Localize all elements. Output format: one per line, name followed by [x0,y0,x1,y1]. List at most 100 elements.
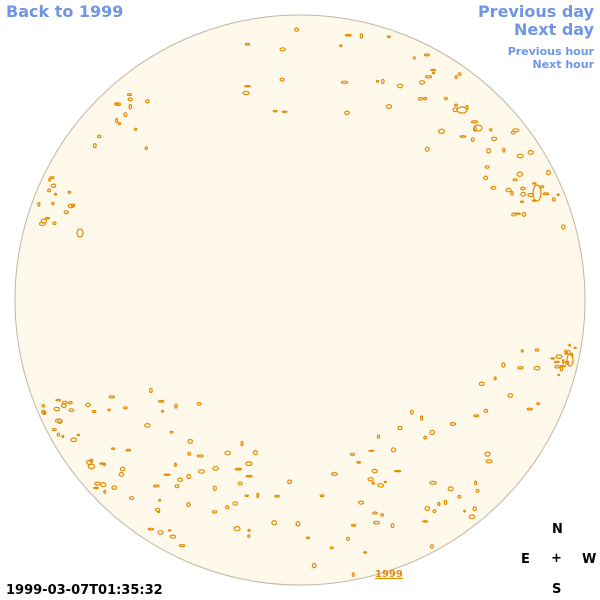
contour-speck [383,480,388,484]
contour-speck [37,202,41,207]
contour-speck [54,418,62,424]
contour-speck [409,409,414,415]
contour-speck [294,27,300,32]
contour-speck [493,376,497,381]
contour-speck [554,364,561,369]
contour-speck [536,402,540,406]
contour-speck [92,486,99,490]
contour-speck [555,354,563,359]
contour-speck [48,177,51,182]
contour-speck [385,104,393,110]
contour-speck [422,520,429,523]
contour-speck [125,448,132,452]
contour-speck [568,343,571,347]
contour-speck [148,387,153,394]
previous-hour-link[interactable]: Previous hour [507,45,594,58]
contour-speck [99,462,106,465]
contour-speck [376,434,381,439]
contour-speck [233,526,241,532]
contour-speck [485,459,493,464]
contour-speck [196,454,204,458]
contour-speck [423,96,428,101]
contour-speck [156,510,161,514]
contour-speck [475,488,480,493]
contour-speck [158,498,162,502]
contour-speck [92,143,97,149]
contour-speck [211,510,218,514]
contour-speck [234,467,243,471]
contour-speck [123,406,128,410]
contour-speck [512,128,520,133]
contour-speck [390,522,395,529]
previous-day-link[interactable]: Previous day [477,2,594,21]
contour-speck [551,197,556,202]
contour-loop [473,124,483,132]
year-link[interactable]: 1999 [375,569,403,580]
contour-speck [512,178,518,182]
contour-speck [351,572,355,577]
compass-west-label: W [582,552,597,567]
contour-speck [483,408,489,413]
contour-speck [550,357,556,360]
contour-speck [144,99,150,104]
contour-speck [423,435,428,440]
contour-loop [76,228,84,238]
contour-speck [126,92,132,97]
contour-speck [559,366,564,372]
contour-speck [367,477,374,482]
contour-speck [340,80,349,85]
contour-speck [517,366,524,370]
contour-speck [430,68,437,72]
contour-speck [144,423,151,428]
contour-speck [556,193,560,197]
contour-speck [41,404,46,408]
contour-speck [44,216,50,220]
contour-speck [438,128,446,134]
contour-speck [40,218,48,224]
contour-speck [160,409,165,413]
contour-speck [490,185,497,190]
contour-speck [51,201,55,206]
next-hour-link[interactable]: Next hour [532,58,595,71]
contour-speck [397,83,404,89]
contour-speck [474,480,478,486]
contour-speck [245,461,253,467]
contour-speck [424,75,433,79]
contour-speck [245,474,253,478]
contour-speck [502,147,506,153]
contour-speck [244,42,251,46]
contour-speck [526,407,533,411]
compass-north-label: N [552,522,563,537]
contour-speck [157,530,164,535]
contour-speck [53,192,58,196]
contour-speck [501,362,506,368]
contour-speck [178,543,186,548]
contour-speck [527,149,534,155]
contour-speck [561,359,565,365]
contour-speck [70,203,76,208]
contour-speck [271,520,278,526]
contour-speck [177,477,184,482]
contour-speck [305,536,311,540]
back-to-year-link[interactable]: Back to 1999 [6,2,124,21]
contour-speck [520,349,525,353]
contour-speck [520,191,527,197]
contour-speck [472,126,477,132]
contour-speck [51,428,57,432]
contour-speck [373,520,380,525]
contour-speck [237,481,243,486]
solar-disk [14,14,586,586]
contour-speck [478,381,485,387]
contour-speck [123,112,128,118]
contour-speck [470,120,479,124]
contour-speck [76,433,81,437]
contour-speck [358,500,365,505]
contour-speck [533,365,541,371]
contour-speck [531,182,537,185]
contour-speck [457,494,462,499]
contour-speck [344,33,352,37]
contour-speck [103,489,107,494]
contour-speck [244,494,250,498]
next-day-link[interactable]: Next day [514,20,594,39]
contour-speck [67,190,72,194]
